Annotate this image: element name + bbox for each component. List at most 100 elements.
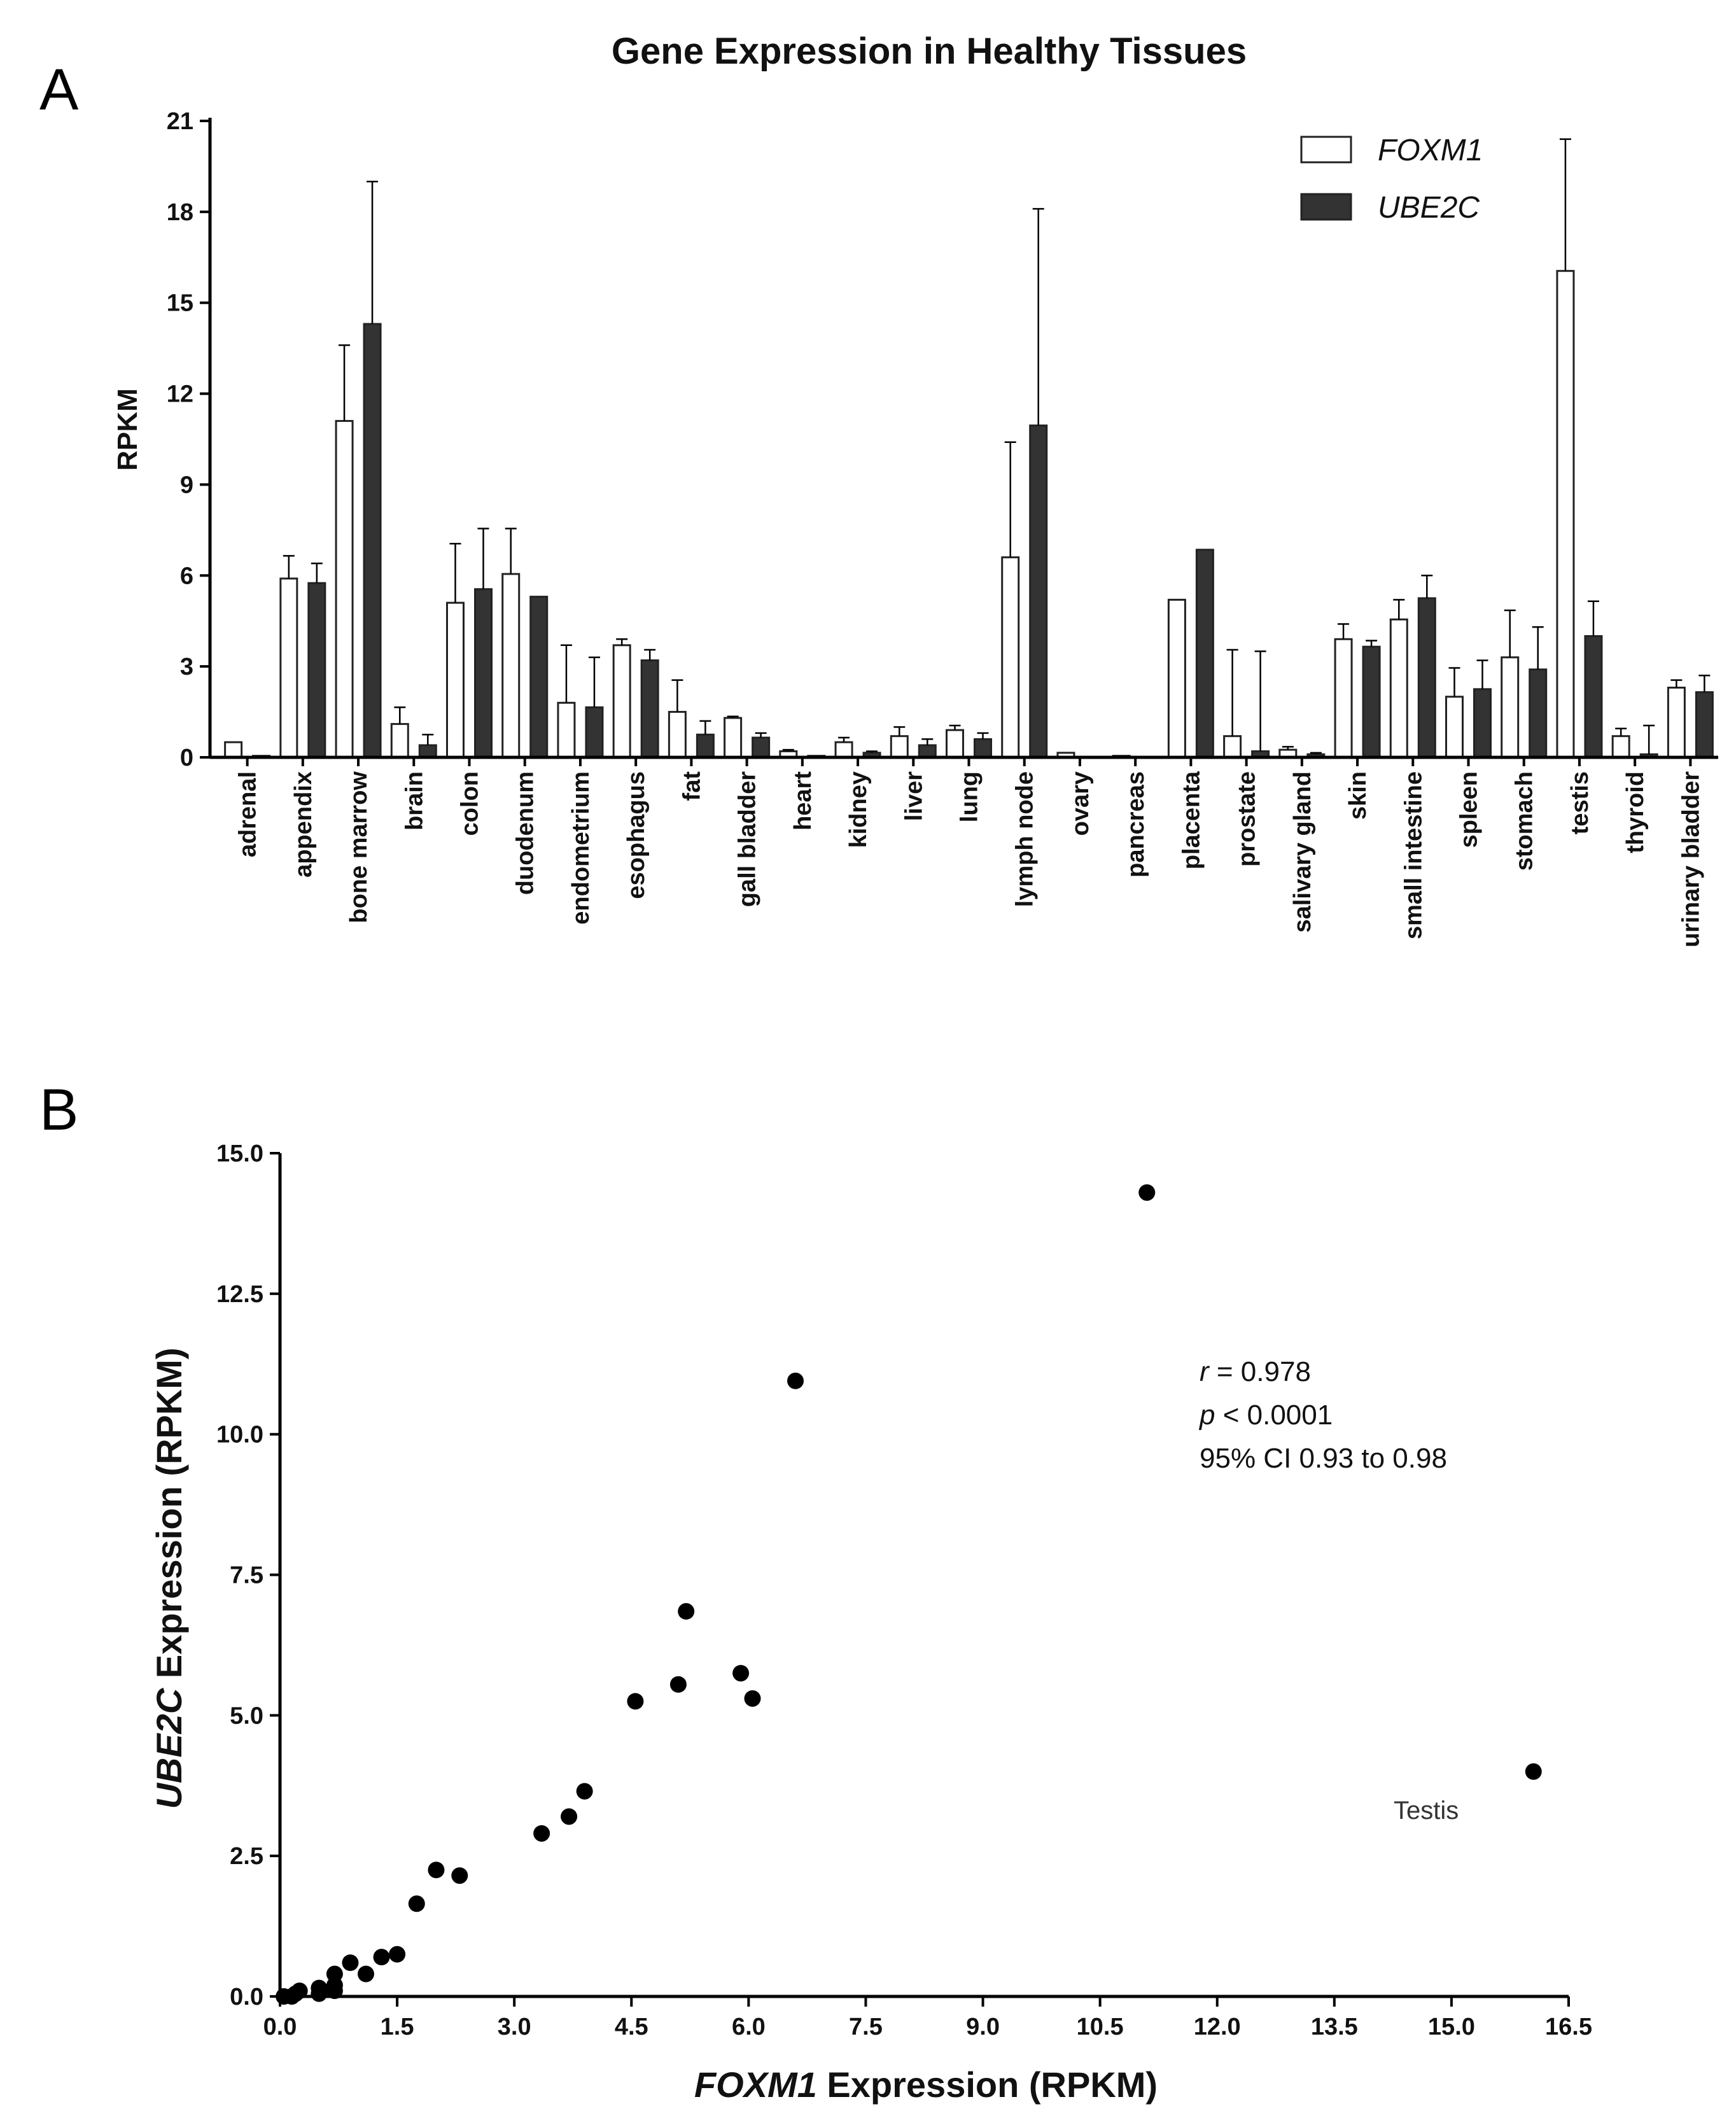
x-tick-label-b-10.5: 10.5: [1077, 2014, 1124, 2040]
x-tick-label-endometrium: endometrium: [568, 771, 594, 925]
x-tick-label-b-4.5: 4.5: [615, 2014, 648, 2040]
x-tick-label-b-15.0: 15.0: [1428, 2014, 1475, 2040]
scatter-point-8: [561, 1808, 578, 1825]
x-tick-label-adrenal: adrenal: [235, 771, 262, 857]
x-tick-label-placenta: placenta: [1178, 771, 1205, 869]
stat-r: r = 0.978: [1200, 1356, 1311, 1387]
x-tick-label-esophagus: esophagus: [623, 771, 650, 899]
x-tick-label-b-12.0: 12.0: [1194, 2014, 1241, 2040]
scatter-point-9: [389, 1946, 406, 1963]
bar-foxm1-lung: [946, 729, 964, 759]
bar-foxm1-testis: [1556, 270, 1575, 759]
scatter-point-24: [533, 1825, 550, 1842]
chart-b-x-axis-label-rest: Expression (RPKM): [817, 2065, 1158, 2105]
chart-b-y-axis-label: UBE2C Expression (RPKM): [149, 1347, 189, 1809]
x-tick-label-b-7.5: 7.5: [849, 2014, 883, 2040]
scatter-point-21: [576, 1783, 593, 1800]
scatter-point-3: [1138, 1184, 1156, 1201]
x-tick-label-lymph-node: lymph node: [1012, 771, 1039, 907]
scatter-point-17: [276, 1988, 293, 2005]
bar-ube2c-esophagus: [640, 659, 659, 759]
scatter-point-12: [311, 1979, 328, 1996]
bar-foxm1-thyroid: [1611, 735, 1630, 759]
legend-swatch-ube2c: [1300, 193, 1352, 221]
scatter-point-4: [358, 1965, 374, 1982]
y-tick-label-b-0.0: 0.0: [230, 1984, 263, 2010]
y-tick-label-9: 9: [180, 472, 193, 498]
x-tick-label-appendix: appendix: [290, 771, 317, 878]
scatter-point-6: [744, 1690, 761, 1707]
x-tick-label-b-16.5: 16.5: [1545, 2014, 1592, 2040]
x-tick-label-testis: testis: [1567, 771, 1593, 834]
y-tick-label-0: 0: [180, 745, 193, 771]
y-tick-label-b-12.5: 12.5: [216, 1281, 263, 1308]
x-tick-label-kidney: kidney: [845, 771, 872, 848]
x-tick-label-urinary-bladder: urinary bladder: [1677, 771, 1704, 948]
bar-foxm1-spleen: [1445, 696, 1464, 759]
stat-ci: 95% CI 0.93 to 0.98: [1200, 1443, 1447, 1474]
chart-b-x-axis-label-gene: FOXM1: [694, 2065, 817, 2105]
bar-foxm1-bone-marrow: [335, 419, 354, 759]
scatter-point-25: [1525, 1763, 1542, 1780]
y-tick-label-21: 21: [167, 108, 193, 135]
y-tick-label-b-5.0: 5.0: [230, 1702, 263, 1729]
x-tick-label-duodenum: duodenum: [512, 771, 539, 895]
x-tick-label-b-1.5: 1.5: [381, 2014, 414, 2040]
bar-foxm1-duodenum: [501, 573, 521, 759]
scatter-point-7: [408, 1895, 425, 1912]
chart-b-x-axis-label: FOXM1 Expression (RPKM): [694, 2065, 1158, 2105]
bar-foxm1-colon: [446, 601, 465, 759]
panel-b-letter: B: [39, 1077, 78, 1142]
bar-ube2c-fat: [696, 733, 715, 759]
x-tick-label-lung: lung: [956, 771, 983, 822]
scatter-point-5: [669, 1676, 687, 1693]
bar-ube2c-lymph-node: [1029, 424, 1048, 759]
legend-label-foxm1: FOXM1: [1378, 134, 1483, 167]
bar-foxm1-urinary-bladder: [1667, 686, 1686, 759]
x-tick-label-stomach: stomach: [1511, 771, 1538, 871]
y-tick-label-b-10.0: 10.0: [216, 1422, 263, 1448]
scatter-point-18: [678, 1603, 695, 1620]
bar-foxm1-prostate: [1223, 735, 1242, 759]
scatter-point-2: [732, 1665, 750, 1682]
scatter-point-23: [428, 1862, 445, 1879]
x-tick-label-fat: fat: [678, 771, 705, 801]
x-tick-label-ovary: ovary: [1067, 771, 1094, 836]
bar-foxm1-esophagus: [612, 644, 631, 759]
x-tick-label-b-9.0: 9.0: [966, 2014, 1000, 2040]
chart-b-y-axis-label-rest: Expression (RPKM): [149, 1347, 189, 1688]
x-tick-label-thyroid: thyroid: [1622, 771, 1649, 853]
x-tick-label-liver: liver: [900, 771, 927, 821]
y-tick-label-3: 3: [180, 654, 193, 680]
bar-ube2c-testis: [1584, 635, 1603, 759]
x-tick-label-pancreas: pancreas: [1123, 771, 1149, 878]
bar-foxm1-liver: [890, 735, 909, 759]
scatter-point-27: [451, 1867, 468, 1884]
y-tick-label-b-7.5: 7.5: [230, 1562, 263, 1589]
x-tick-label-gall-bladder: gall bladder: [734, 771, 761, 907]
bar-ube2c-skin: [1362, 645, 1381, 759]
annotation-testis: Testis: [1394, 1797, 1459, 1825]
legend-label-ube2c: UBE2C: [1378, 191, 1480, 225]
bar-ube2c-duodenum: [529, 596, 549, 759]
scatter-point-10: [373, 1949, 390, 1966]
y-tick-label-15: 15: [167, 290, 193, 317]
x-tick-label-colon: colon: [457, 771, 484, 836]
bar-foxm1-kidney: [834, 741, 853, 759]
x-tick-label-spleen: spleen: [1456, 771, 1483, 848]
bar-ube2c-endometrium: [585, 706, 604, 759]
x-tick-label-b-3.0: 3.0: [498, 2014, 531, 2040]
bar-ube2c-placenta: [1195, 549, 1214, 759]
x-tick-label-prostate: prostate: [1234, 771, 1261, 867]
bar-foxm1-endometrium: [557, 701, 576, 759]
bar-foxm1-stomach: [1501, 656, 1520, 759]
bar-ube2c-bone-marrow: [363, 323, 382, 759]
x-tick-label-b-0.0: 0.0: [263, 2014, 297, 2040]
stat-p-value: < 0.0001: [1215, 1399, 1333, 1431]
bar-foxm1-appendix: [279, 577, 298, 759]
bar-ube2c-lung: [974, 738, 992, 759]
x-tick-label-salivary-gland: salivary gland: [1289, 771, 1316, 932]
bar-foxm1-lymph-node: [1001, 556, 1020, 759]
y-tick-label-18: 18: [167, 199, 193, 226]
